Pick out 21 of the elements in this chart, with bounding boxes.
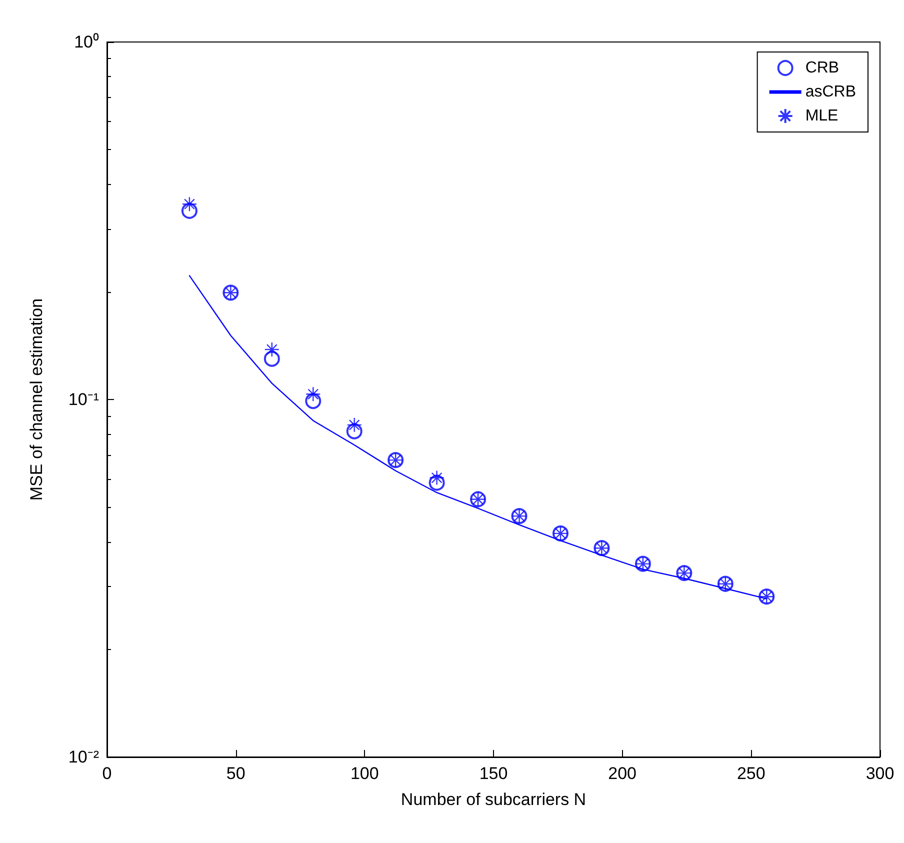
x-tick-label: 200 bbox=[608, 764, 637, 783]
x-axis-title: Number of subcarriers N bbox=[400, 790, 586, 809]
point bbox=[429, 470, 444, 486]
y-tick-label: 10⁻² bbox=[68, 748, 100, 766]
x-tick-label: 150 bbox=[479, 764, 508, 783]
point bbox=[264, 350, 280, 367]
y-axis-title: MSE of channel estimation bbox=[27, 298, 46, 501]
point bbox=[182, 196, 198, 212]
point bbox=[346, 417, 362, 433]
x-tick-label: 50 bbox=[226, 764, 246, 783]
legend-label: asCRB bbox=[805, 84, 856, 100]
x-tick-label: 250 bbox=[736, 764, 766, 783]
y-tick-label: 10⁰ bbox=[74, 32, 99, 52]
point bbox=[306, 386, 321, 402]
point bbox=[264, 342, 280, 358]
legend-label: CRB bbox=[805, 60, 840, 76]
x-tick-label: 100 bbox=[350, 764, 379, 783]
legend-label: MLE bbox=[805, 108, 838, 124]
y-tick-label: 10⁻¹ bbox=[68, 390, 100, 409]
x-tick-label: 0 bbox=[102, 764, 112, 783]
x-tick-label: 300 bbox=[866, 764, 894, 783]
